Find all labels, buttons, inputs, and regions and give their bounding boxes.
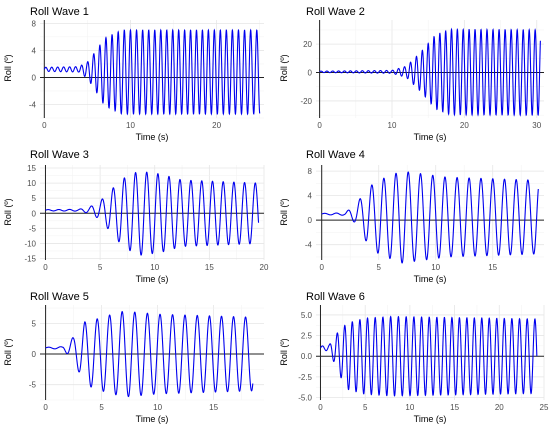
y-tick-label: -20 xyxy=(300,97,312,106)
x-tick-label: 0 xyxy=(317,121,322,130)
x-tick-label: 10 xyxy=(153,403,162,412)
series-line-1 xyxy=(45,311,254,398)
chart-title: Roll Wave 2 xyxy=(306,6,365,18)
x-tick-label: 15 xyxy=(205,263,214,272)
y-axis-label: Roll (º) xyxy=(279,198,289,225)
y-tick-label: -5 xyxy=(29,224,37,233)
x-tick-label: 5 xyxy=(98,263,103,272)
y-tick-label: 5.0 xyxy=(301,311,313,320)
y-tick-label: 2.5 xyxy=(301,332,313,341)
x-tick-label: 15 xyxy=(488,263,497,272)
x-tick-label: 25 xyxy=(540,403,549,412)
y-axis-label: Roll (º) xyxy=(279,54,289,81)
y-tick-label: 0 xyxy=(308,69,313,78)
x-tick-label: 0 xyxy=(42,121,47,130)
y-tick-label: 5 xyxy=(32,194,37,203)
y-tick-label: 4 xyxy=(32,46,37,55)
x-axis-label: Time (s) xyxy=(136,274,169,284)
series-line-1 xyxy=(319,27,541,117)
x-axis-label: Time (s) xyxy=(136,414,169,424)
series-line-1 xyxy=(321,171,539,264)
series-line-1 xyxy=(43,28,261,116)
x-tick-label: 10 xyxy=(150,263,159,272)
x-axis-label: Time (s) xyxy=(136,132,169,142)
x-tick-label: 20 xyxy=(460,121,469,130)
x-tick-label: 0 xyxy=(318,403,323,412)
chart-title: Roll Wave 5 xyxy=(30,291,89,303)
y-tick-label: 15 xyxy=(27,164,36,173)
x-tick-label: 0 xyxy=(43,263,48,272)
y-tick-label: 0 xyxy=(32,209,37,218)
chart-title: Roll Wave 4 xyxy=(306,149,365,161)
x-axis-label: Time (s) xyxy=(414,274,447,284)
x-tick-label: 5 xyxy=(376,263,381,272)
chart-panel-6: 0 5 10 15 20 25 -5.0 -2.5 0.0 2.5 5.0 Roll Wave 6 Ti… xyxy=(279,291,549,424)
y-tick-label: -4 xyxy=(29,100,37,109)
x-tick-label: 30 xyxy=(532,121,541,130)
y-axis-label: Roll (º) xyxy=(3,198,13,225)
x-tick-label: 5 xyxy=(99,403,104,412)
chart-panel-2: 0 10 20 30 -20 0 20 Roll Wave 2 Time (s) Roll (º) xyxy=(279,6,544,142)
y-tick-label: -5.0 xyxy=(298,394,312,403)
y-axis-label: Roll (º) xyxy=(279,338,289,365)
x-tick-label: 10 xyxy=(126,121,135,130)
y-tick-label: -2.5 xyxy=(298,373,312,382)
x-tick-label: 20 xyxy=(212,121,221,130)
series-line-1 xyxy=(45,171,260,256)
chart-title: Roll Wave 1 xyxy=(30,6,89,18)
y-tick-label: 0 xyxy=(32,73,37,82)
y-tick-label: 20 xyxy=(303,40,312,49)
y-tick-label: 8 xyxy=(308,167,313,176)
x-axis-label: Time (s) xyxy=(414,132,447,142)
series-line-1 xyxy=(320,315,538,397)
y-axis-label: Roll (º) xyxy=(3,338,13,365)
x-tick-label: 5 xyxy=(363,403,368,412)
y-axis-label: Roll (º) xyxy=(3,54,13,81)
x-tick-label: 15 xyxy=(209,403,218,412)
x-tick-label: 20 xyxy=(495,403,504,412)
y-tick-label: 4 xyxy=(308,192,313,201)
y-tick-label: -5 xyxy=(29,381,37,390)
x-tick-label: 0 xyxy=(319,263,324,272)
x-axis-label: Time (s) xyxy=(414,414,447,424)
chart-panel-3: 0 5 10 15 20 -15 -10 -5 0 5 10 15 Roll Wave 3 Time (s… xyxy=(3,149,269,284)
chart-panel-4: 0 5 10 15 -4 0 4 8 Roll Wave 4 Time (s) Roll (º) xyxy=(279,149,544,284)
y-tick-label: 8 xyxy=(32,19,37,28)
x-tick-label: 10 xyxy=(405,403,414,412)
y-tick-label: 5 xyxy=(32,319,37,328)
y-tick-label: -10 xyxy=(24,239,36,248)
x-tick-label: 20 xyxy=(260,263,269,272)
x-tick-label: 10 xyxy=(388,121,397,130)
y-tick-label: 0 xyxy=(308,216,313,225)
y-tick-label: -4 xyxy=(305,241,313,250)
x-tick-label: 15 xyxy=(450,403,459,412)
chart-title: Roll Wave 3 xyxy=(30,149,89,161)
x-tick-label: 10 xyxy=(431,263,440,272)
chart-panel-5: 0 5 10 15 -5 0 5 Roll Wave 5 Time (s) Roll (º) xyxy=(3,291,264,424)
y-tick-label: 10 xyxy=(27,179,36,188)
y-tick-label: 0 xyxy=(32,350,37,359)
y-tick-label: -15 xyxy=(24,254,36,263)
x-tick-label: 0 xyxy=(43,403,48,412)
y-tick-label: 0.0 xyxy=(301,352,313,361)
chart-title: Roll Wave 6 xyxy=(306,291,365,303)
